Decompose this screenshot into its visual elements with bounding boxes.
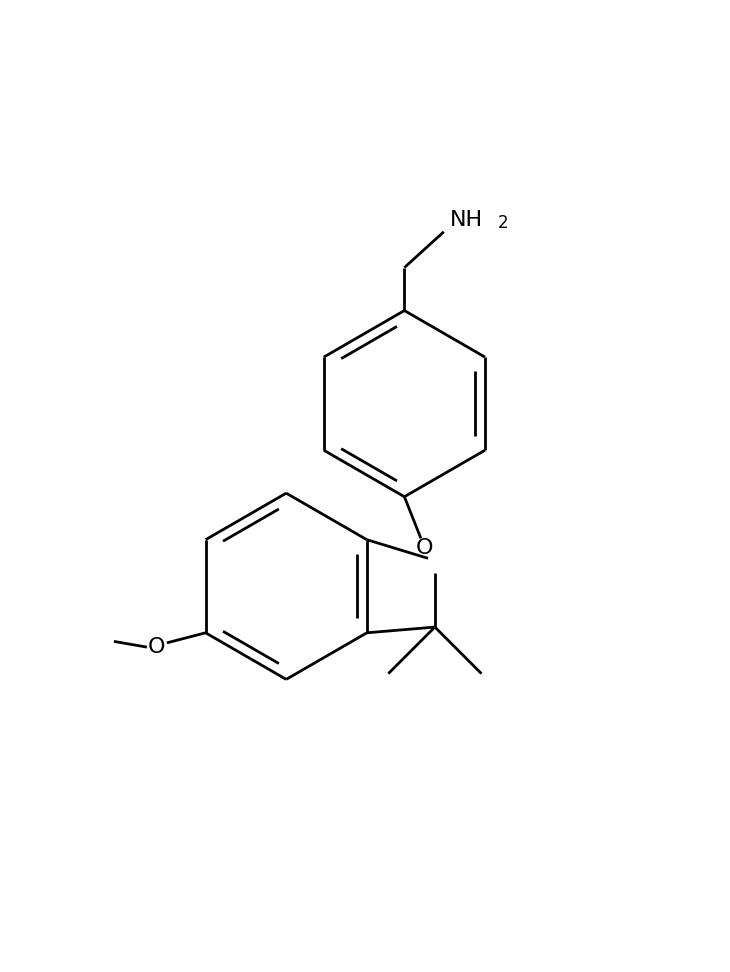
Text: NH: NH [450, 210, 483, 229]
Text: 2: 2 [498, 215, 509, 232]
Text: O: O [415, 538, 433, 558]
Text: O: O [148, 637, 166, 657]
